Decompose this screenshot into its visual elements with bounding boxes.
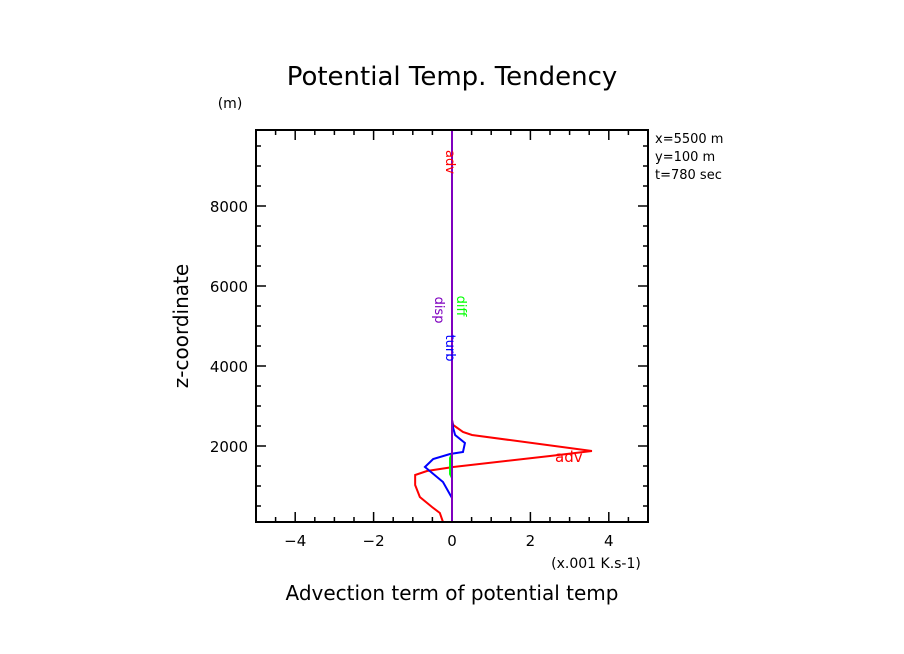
series-label-diff: diff xyxy=(453,296,468,318)
x-tick-label: 2 xyxy=(526,532,536,550)
x-tick-label: 0 xyxy=(447,532,457,550)
y-axis-label: z-coordinate xyxy=(169,264,193,388)
y-tick-label: 4000 xyxy=(210,358,248,376)
series-label-adv: adv xyxy=(442,150,457,174)
y-unit: (m) xyxy=(218,96,243,112)
plot-frame xyxy=(255,129,649,523)
series-line-adv xyxy=(414,130,593,523)
y-tick-label: 6000 xyxy=(210,278,248,296)
series-label-turb: turb xyxy=(442,335,457,362)
x-unit: (x.001 K.s-1) xyxy=(551,556,641,572)
x-tick-label: −2 xyxy=(363,532,385,550)
y-tick-label: 2000 xyxy=(210,438,248,456)
annotation-y: y=100 m xyxy=(655,150,715,165)
x-tick-label: −4 xyxy=(284,532,306,550)
y-tick-label: 8000 xyxy=(210,198,248,216)
annotation-t: t=780 sec xyxy=(655,168,722,183)
x-axis-label: Advection term of potential temp xyxy=(286,581,619,605)
annotation-x: x=5500 m xyxy=(655,132,723,147)
x-tick-label: 4 xyxy=(604,532,614,550)
series-line-turb xyxy=(423,130,467,522)
series-label-adv-peak: adv xyxy=(555,448,583,466)
chart-title: Potential Temp. Tendency xyxy=(287,62,618,92)
series-label-disp: disp xyxy=(431,297,446,324)
